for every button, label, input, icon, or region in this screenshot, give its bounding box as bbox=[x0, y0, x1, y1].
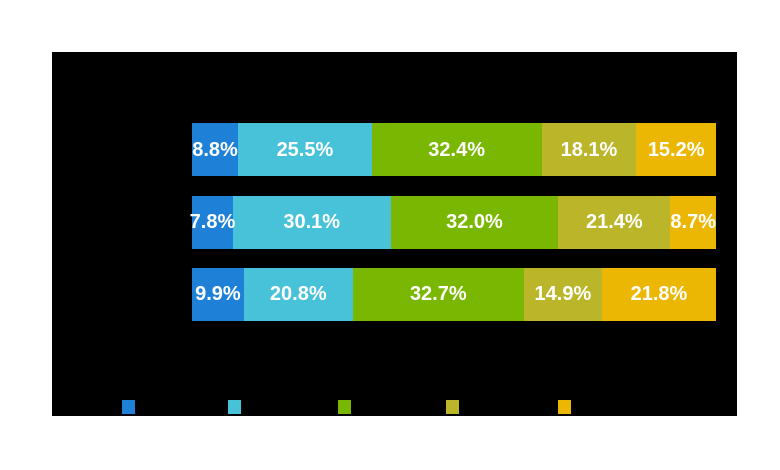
segment-value-label: 14.9% bbox=[534, 283, 592, 305]
stacked-bar-row: 9.9% 20.8% 32.7% 14.9% 21.8% bbox=[192, 267, 717, 321]
legend-swatch-blue bbox=[122, 400, 135, 414]
bar-segment-gold: 21.8% bbox=[601, 267, 717, 321]
plot-area: 8.8% 25.5% 32.4% 18.1% 15.2% 7.8% 30.1% bbox=[52, 52, 737, 416]
segment-value-label: 32.0% bbox=[446, 211, 503, 233]
bar-segment-cyan: 20.8% bbox=[243, 267, 353, 321]
segment-value-label: 18.1% bbox=[560, 138, 618, 161]
segment-value-label: 8.8% bbox=[192, 138, 238, 161]
bar-segment-cyan: 30.1% bbox=[232, 195, 391, 249]
segment-value-label: 30.1% bbox=[283, 211, 341, 233]
bar-segment-blue: 7.8% bbox=[189, 195, 236, 249]
bar-segment-green: 32.7% bbox=[352, 267, 524, 321]
segment-value-label: 20.8% bbox=[269, 283, 327, 305]
segment-value-label: 21.4% bbox=[585, 211, 643, 233]
bar-segment-olive: 14.9% bbox=[523, 267, 602, 321]
segment-value-label: 25.5% bbox=[276, 138, 334, 161]
bar-segment-olive: 21.4% bbox=[558, 195, 671, 249]
legend-swatch-cyan bbox=[228, 400, 241, 414]
legend-swatch-olive bbox=[446, 400, 459, 414]
legend-swatch-gold bbox=[558, 400, 571, 414]
segment-value-label: 9.9% bbox=[195, 283, 241, 305]
bar-segment-green: 32.4% bbox=[371, 123, 542, 176]
bar-segment-gold: 15.2% bbox=[636, 123, 716, 176]
bar-segment-green: 32.0% bbox=[390, 195, 559, 249]
segment-value-label: 32.4% bbox=[428, 138, 485, 161]
bar-segment-blue: 9.9% bbox=[192, 267, 244, 321]
segment-value-label: 32.7% bbox=[409, 283, 467, 305]
legend-swatch-green bbox=[338, 400, 351, 414]
bar-segment-blue: 8.8% bbox=[192, 123, 239, 176]
bar-segment-gold: 8.7% bbox=[670, 195, 717, 249]
segment-value-label: 8.7% bbox=[670, 211, 717, 233]
segment-value-label: 21.8% bbox=[630, 283, 688, 305]
segment-value-label: 15.2% bbox=[647, 138, 705, 161]
bar-segment-cyan: 25.5% bbox=[238, 123, 372, 176]
bar-segment-olive: 18.1% bbox=[541, 123, 637, 176]
stacked-bar-row: 7.8% 30.1% 32.0% 21.4% 8.7% bbox=[189, 195, 717, 249]
stacked-bar-row: 8.8% 25.5% 32.4% 18.1% 15.2% bbox=[192, 123, 716, 176]
segment-value-label: 7.8% bbox=[189, 211, 236, 233]
